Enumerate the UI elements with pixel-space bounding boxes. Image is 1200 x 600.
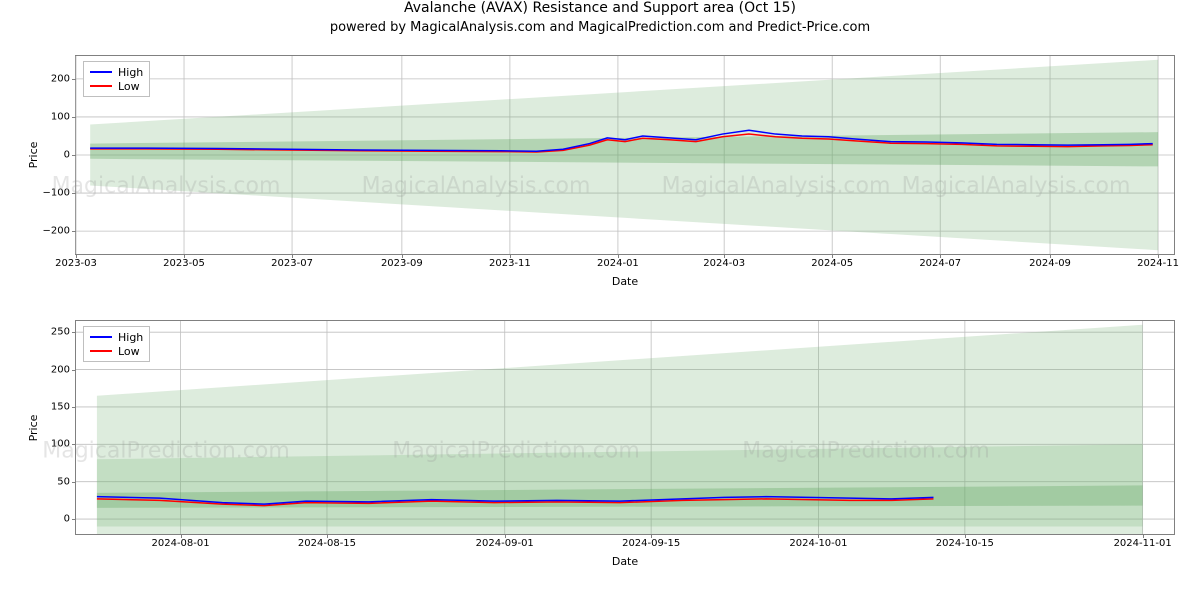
legend: High Low [83,61,150,97]
legend-swatch-high [90,71,112,73]
chart-panel-top: Price Date High Low −200−10001002002023-… [75,55,1175,255]
legend-label-high: High [118,66,143,79]
legend-item-high: High [90,330,143,344]
chart-panel-bottom: Price Date High Low 0501001502002502024-… [75,320,1175,535]
plot-area-bottom [76,321,1174,534]
legend-label-low: Low [118,80,140,93]
legend-label-low: Low [118,345,140,358]
x-axis-label: Date [76,275,1174,288]
legend-item-low: Low [90,344,143,358]
figure: Avalanche (AVAX) Resistance and Support … [0,0,1200,600]
chart-title: Avalanche (AVAX) Resistance and Support … [0,0,1200,16]
legend-label-high: High [118,331,143,344]
legend: High Low [83,326,150,362]
legend-swatch-low [90,350,112,352]
legend-swatch-low [90,85,112,87]
y-axis-label: Price [27,142,40,169]
chart-subtitle: powered by MagicalAnalysis.com and Magic… [0,20,1200,35]
y-tick-label: −200 [43,226,76,237]
y-axis-label: Price [27,414,40,441]
legend-item-low: Low [90,79,143,93]
y-tick-label: −100 [43,188,76,199]
legend-item-high: High [90,65,143,79]
plot-area-top [76,56,1174,254]
legend-swatch-high [90,336,112,338]
x-axis-label: Date [76,555,1174,568]
